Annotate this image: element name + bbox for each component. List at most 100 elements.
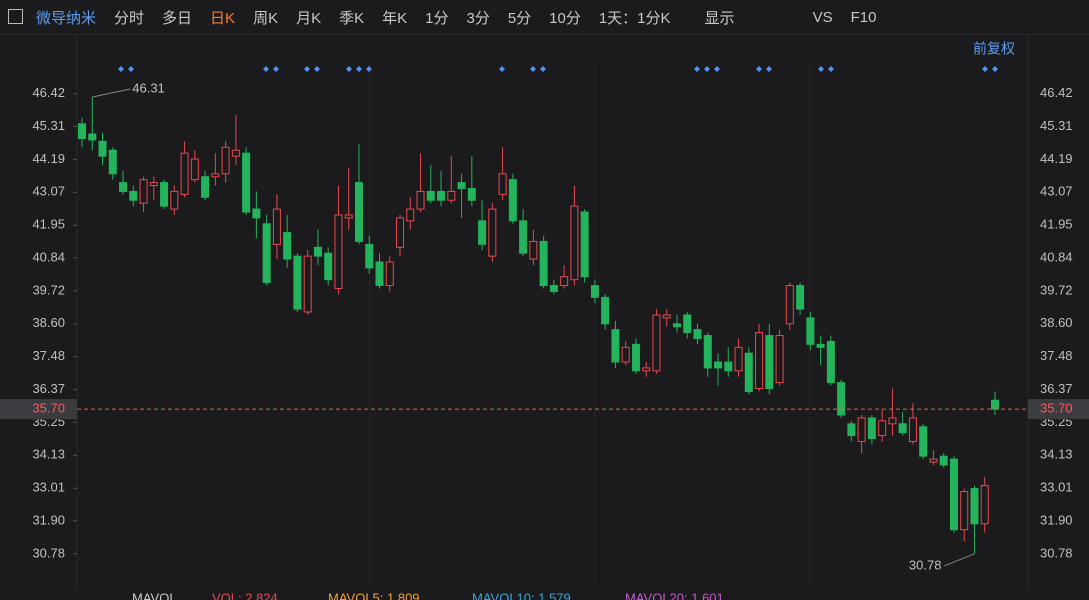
candle-body <box>734 346 743 372</box>
candle-body <box>949 458 958 531</box>
candle-body <box>929 458 938 463</box>
y-tick-label-right: 44.19 <box>1040 151 1073 166</box>
candle-body <box>867 417 876 440</box>
candle-body <box>252 208 261 219</box>
y-tick-label: 34.13 <box>32 447 65 462</box>
tab[interactable]: 月K <box>296 9 322 27</box>
price-tag <box>0 399 77 420</box>
candle-body <box>478 220 487 245</box>
low-label: 30.78 <box>909 557 942 572</box>
last-price-label: 35.70 <box>1040 401 1073 416</box>
candle-body <box>149 182 158 187</box>
vs[interactable]: VS <box>812 8 833 26</box>
candle-body <box>447 190 456 201</box>
candle-body <box>78 123 86 139</box>
tab[interactable]: 1天：1分K <box>598 9 671 27</box>
candle-body <box>580 211 589 278</box>
y-tick-label: 39.72 <box>32 282 65 297</box>
tab[interactable]: 周K <box>253 9 279 27</box>
candle-body <box>129 190 138 201</box>
candle-body <box>970 488 979 525</box>
candle-body <box>991 399 999 410</box>
candle-body <box>519 220 528 254</box>
candle-body <box>939 455 948 466</box>
menu-icon[interactable] <box>8 9 23 24</box>
candle-body <box>590 285 599 298</box>
indicator-item: VOL: 2.824 <box>212 590 278 600</box>
f10[interactable]: F10 <box>850 8 877 26</box>
candle-body <box>755 332 764 390</box>
candle-body <box>211 173 220 178</box>
y-tick-label-right: 34.13 <box>1040 447 1073 462</box>
candle-body <box>980 485 989 525</box>
candle-body <box>826 340 835 384</box>
candle-body <box>785 285 794 325</box>
tab[interactable]: 10分 <box>549 9 581 27</box>
tab[interactable]: 3分 <box>466 9 490 27</box>
candle-body <box>457 182 466 189</box>
candle-body <box>437 190 446 201</box>
candle-body <box>662 314 671 319</box>
tab[interactable]: 多日 <box>162 9 193 27</box>
candle-body <box>334 214 343 289</box>
candle-body <box>508 179 517 222</box>
candle-body <box>396 217 405 248</box>
y-tick-label-right: 31.90 <box>1040 512 1073 527</box>
tab[interactable]: 季K <box>339 9 365 27</box>
y-tick-label: 37.48 <box>32 348 65 363</box>
tab[interactable]: 1分 <box>425 9 449 27</box>
candle-body <box>313 246 322 257</box>
tab[interactable]: 5分 <box>507 9 532 27</box>
candle-body <box>139 179 148 204</box>
y-tick-label-right: 46.42 <box>1040 85 1073 100</box>
candle-body <box>744 352 753 392</box>
y-tick-label: 36.37 <box>32 381 65 396</box>
candle-body <box>847 423 856 437</box>
y-tick-label: 41.95 <box>32 217 65 232</box>
candle-body <box>293 255 302 310</box>
candle-body <box>539 240 548 287</box>
candle-body <box>816 343 825 348</box>
candle-body <box>878 420 887 437</box>
plot-bg <box>0 35 1089 600</box>
candle-body <box>201 176 210 198</box>
y-tick-label: 46.42 <box>32 85 65 100</box>
candle-body <box>898 423 907 434</box>
y-tick-label-right: 40.84 <box>1040 249 1073 264</box>
tab[interactable]: 日K <box>210 9 236 27</box>
y-tick-label-right: 39.72 <box>1040 282 1073 297</box>
y-tick-label-right: 33.01 <box>1040 480 1073 495</box>
tab[interactable]: 分时 <box>114 9 145 27</box>
candle-body <box>796 285 805 310</box>
toolbar: 微导纳米 分时 多日 日K 周K 月K 季K 年K 1分 3分 5分 10分 1天：1分K 显示 VS… <box>0 0 1089 35</box>
y-tick-label: 40.84 <box>32 249 65 264</box>
candle-body <box>642 367 651 372</box>
candle-body <box>837 382 846 416</box>
y-tick-label-right: 41.95 <box>1040 217 1073 232</box>
candle-body <box>324 252 333 281</box>
candle-body <box>560 276 569 287</box>
y-tick-label-right: 37.48 <box>1040 348 1073 363</box>
indicator-item: MAVOL10: 1.579 <box>472 590 571 600</box>
y-tick-label: 30.78 <box>32 545 65 560</box>
y-tick-label-right: 45.31 <box>1040 118 1073 133</box>
candle-body <box>385 261 394 287</box>
y-tick-label: 31.90 <box>32 512 65 527</box>
candle-body <box>416 190 425 210</box>
y-tick-label-right: 38.60 <box>1040 315 1073 330</box>
indicator-item: MAVOL20: 1.601 <box>625 590 724 600</box>
candle-body <box>621 346 630 363</box>
adjust-mode[interactable]: 前复权 <box>973 41 1015 57</box>
candle-body <box>570 205 579 281</box>
candle-body <box>283 232 292 260</box>
display-menu[interactable]: 显示 <box>704 9 735 27</box>
candle-body <box>406 208 415 222</box>
candle-body <box>652 314 661 372</box>
candle-body <box>190 158 199 181</box>
tab[interactable]: 年K <box>382 9 408 27</box>
candle-body <box>375 261 384 287</box>
candle-body <box>98 140 107 157</box>
candle-body <box>180 152 189 195</box>
